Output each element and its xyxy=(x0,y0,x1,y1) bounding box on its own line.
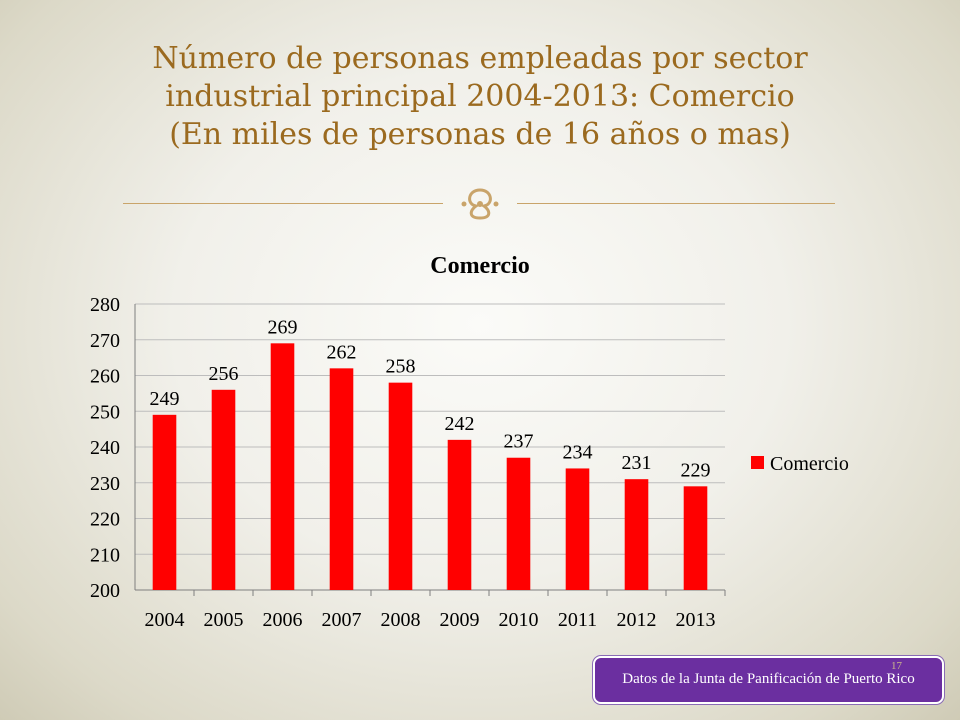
data-label: 231 xyxy=(622,452,652,474)
y-tick-label: 260 xyxy=(90,366,120,388)
x-tick-label: 2011 xyxy=(558,609,597,631)
title-divider-right xyxy=(517,203,835,204)
title-line-2: industrial principal 2004-2013: Comercio xyxy=(165,79,795,114)
x-tick-label: 2007 xyxy=(322,609,362,631)
y-tick-label: 280 xyxy=(90,294,120,316)
y-tick-label: 230 xyxy=(90,473,120,495)
x-tick-label: 2012 xyxy=(617,609,657,631)
bar xyxy=(388,382,413,590)
x-tick-label: 2004 xyxy=(145,609,185,631)
title-line-1: Número de personas empleadas por sector xyxy=(152,41,808,76)
data-label: 258 xyxy=(386,356,416,378)
source-note-box: Datos de la Junta de Panificación de Pue… xyxy=(593,656,944,704)
x-tick-label: 2006 xyxy=(263,609,303,631)
source-note: Datos de la Junta de Panificación de Pue… xyxy=(622,671,915,687)
bar xyxy=(447,439,472,590)
chart-title: Comercio xyxy=(430,253,530,279)
bar xyxy=(329,368,354,590)
title-divider-left xyxy=(123,203,443,204)
x-tick-label: 2009 xyxy=(440,609,480,631)
bar xyxy=(506,457,531,590)
y-tick-label: 240 xyxy=(90,437,120,459)
data-label: 242 xyxy=(445,413,475,435)
data-label: 269 xyxy=(268,316,298,338)
y-tick-label: 270 xyxy=(90,330,120,352)
bar xyxy=(624,479,649,590)
data-label: 229 xyxy=(681,459,711,481)
y-tick-label: 200 xyxy=(90,580,120,602)
page-number: 17 xyxy=(891,660,902,672)
legend-label: Comercio xyxy=(770,453,849,475)
data-label: 234 xyxy=(563,441,593,463)
slide-title: Número de personas empleadas por sector … xyxy=(80,40,880,154)
bar xyxy=(211,389,236,590)
x-tick-label: 2013 xyxy=(676,609,716,631)
title-line-3: (En miles de personas de 16 años o mas) xyxy=(169,117,791,152)
x-tick-label: 2005 xyxy=(204,609,244,631)
y-tick-label: 250 xyxy=(90,401,120,423)
fleur-ornament-icon xyxy=(461,188,499,220)
legend-swatch xyxy=(751,456,764,469)
data-label: 237 xyxy=(504,431,534,453)
y-tick-label: 220 xyxy=(90,509,120,531)
data-label: 256 xyxy=(209,363,239,385)
data-label: 262 xyxy=(327,341,357,363)
x-tick-label: 2010 xyxy=(499,609,539,631)
x-tick-label: 2008 xyxy=(381,609,421,631)
y-tick-label: 210 xyxy=(90,544,120,566)
bar xyxy=(270,343,295,590)
bar xyxy=(152,414,177,590)
data-label: 249 xyxy=(150,388,180,410)
bar xyxy=(683,486,708,590)
bar xyxy=(565,468,590,590)
